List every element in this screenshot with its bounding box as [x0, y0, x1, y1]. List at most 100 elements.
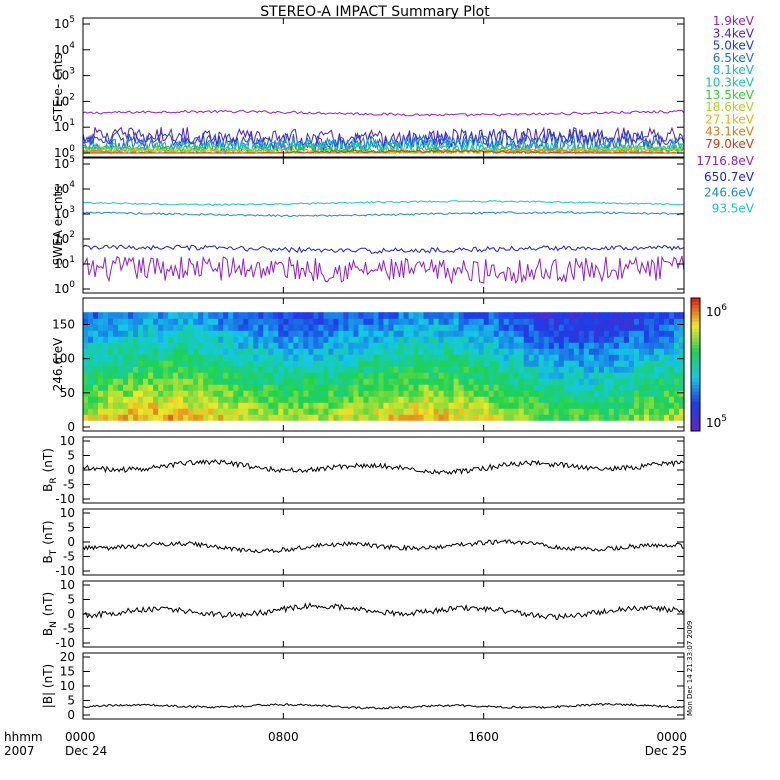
pad-cell [393, 384, 400, 391]
swea-ytick-label-0: 100 [54, 280, 75, 296]
pad-cell [228, 324, 234, 331]
pad-cell [163, 336, 169, 343]
pad-cell [203, 408, 209, 415]
pad-cell [128, 366, 134, 373]
pad-cell [663, 408, 670, 415]
pad-cell [468, 336, 475, 343]
pad-cell [498, 372, 505, 379]
pad-cell [268, 396, 274, 403]
pad-cell [468, 330, 475, 337]
pad-cell [138, 408, 144, 415]
pad-cell [343, 390, 350, 397]
pad-cell [588, 342, 595, 349]
pad-cell [628, 348, 635, 355]
pad-cell [253, 360, 259, 367]
pad-cell [543, 324, 550, 331]
pad-cell [358, 384, 365, 391]
pad-cell [218, 354, 224, 361]
pad-cell [463, 318, 470, 325]
pad-cell [508, 312, 515, 319]
pad-cell [428, 360, 435, 367]
pad-cell [133, 354, 139, 361]
pad-cell [148, 324, 154, 331]
pad-cell [248, 348, 254, 355]
swea-legend-entry-3: 93.5eV [712, 201, 755, 215]
pad-cell [428, 390, 435, 397]
pad-cell [453, 336, 460, 343]
pad-cell [153, 390, 159, 397]
pad-cell [323, 318, 330, 325]
pad-cell [618, 324, 625, 331]
pad-cell [138, 372, 144, 379]
pad-cell [568, 384, 575, 391]
pad-cell [413, 318, 420, 325]
pad-cell [658, 324, 665, 331]
pad-cell [318, 408, 324, 415]
pad-cell [103, 330, 109, 337]
pad-cell [638, 402, 645, 409]
pad-cell [403, 384, 410, 391]
pad-cell [558, 378, 565, 385]
pad-cell [208, 318, 214, 325]
pad-cell [173, 360, 179, 367]
pad-cell [368, 360, 375, 367]
pad-cell [348, 312, 355, 319]
pad-cell [193, 342, 199, 349]
pad-cell [93, 324, 99, 331]
pad-cell [623, 372, 630, 379]
pad-cell [353, 378, 360, 385]
pad-cell [103, 348, 109, 355]
pad-cell [618, 312, 625, 319]
pad-cell [158, 378, 164, 385]
pad-cell [118, 366, 124, 373]
pad-cell [448, 366, 455, 373]
pad-cell [393, 360, 400, 367]
pad-cell [508, 396, 515, 403]
pad-cell [593, 384, 600, 391]
pad-cell [608, 414, 615, 421]
pad-cell [503, 408, 510, 415]
pad-cell [258, 414, 264, 421]
pad-cell [568, 336, 575, 343]
pad-cell [673, 354, 680, 361]
pad-cell [183, 348, 189, 355]
pad-cell [658, 372, 665, 379]
pad-cell [533, 414, 540, 421]
pad-cell [618, 390, 625, 397]
pad-cell [318, 336, 324, 343]
pad-cell [118, 378, 124, 385]
pad-cell [648, 354, 655, 361]
pad-cell [213, 396, 219, 403]
pad-cell [473, 402, 480, 409]
pad-cell [408, 336, 415, 343]
pad-cell [478, 336, 485, 343]
pad-cell [583, 360, 590, 367]
pad-cell [478, 342, 485, 349]
pad-cell [648, 318, 655, 325]
pad-cell [293, 330, 299, 337]
pad-cell [288, 366, 294, 373]
pad-cell [538, 384, 545, 391]
pad-cell [238, 390, 244, 397]
pad-cell [468, 390, 475, 397]
pad-cell [478, 378, 485, 385]
pad-cell [163, 378, 169, 385]
x-tick-date-0: Dec 24 [65, 744, 107, 758]
bt-ylabel-main: B [41, 555, 55, 563]
pad-cell [453, 312, 460, 319]
pad-cell [123, 366, 129, 373]
pad-cell [223, 384, 229, 391]
pad-cell [288, 384, 294, 391]
pad-cell [313, 390, 319, 397]
pad-cell [563, 312, 570, 319]
pad-cell [468, 384, 475, 391]
pad-cell [263, 324, 269, 331]
pad-cell [613, 342, 620, 349]
pad-cell [658, 390, 665, 397]
pad-cell [123, 360, 129, 367]
pad-cell [408, 330, 415, 337]
ste-legend-entry-10: 79.0keV [705, 137, 755, 151]
pad-cell [678, 384, 685, 391]
pad-cell [213, 384, 219, 391]
